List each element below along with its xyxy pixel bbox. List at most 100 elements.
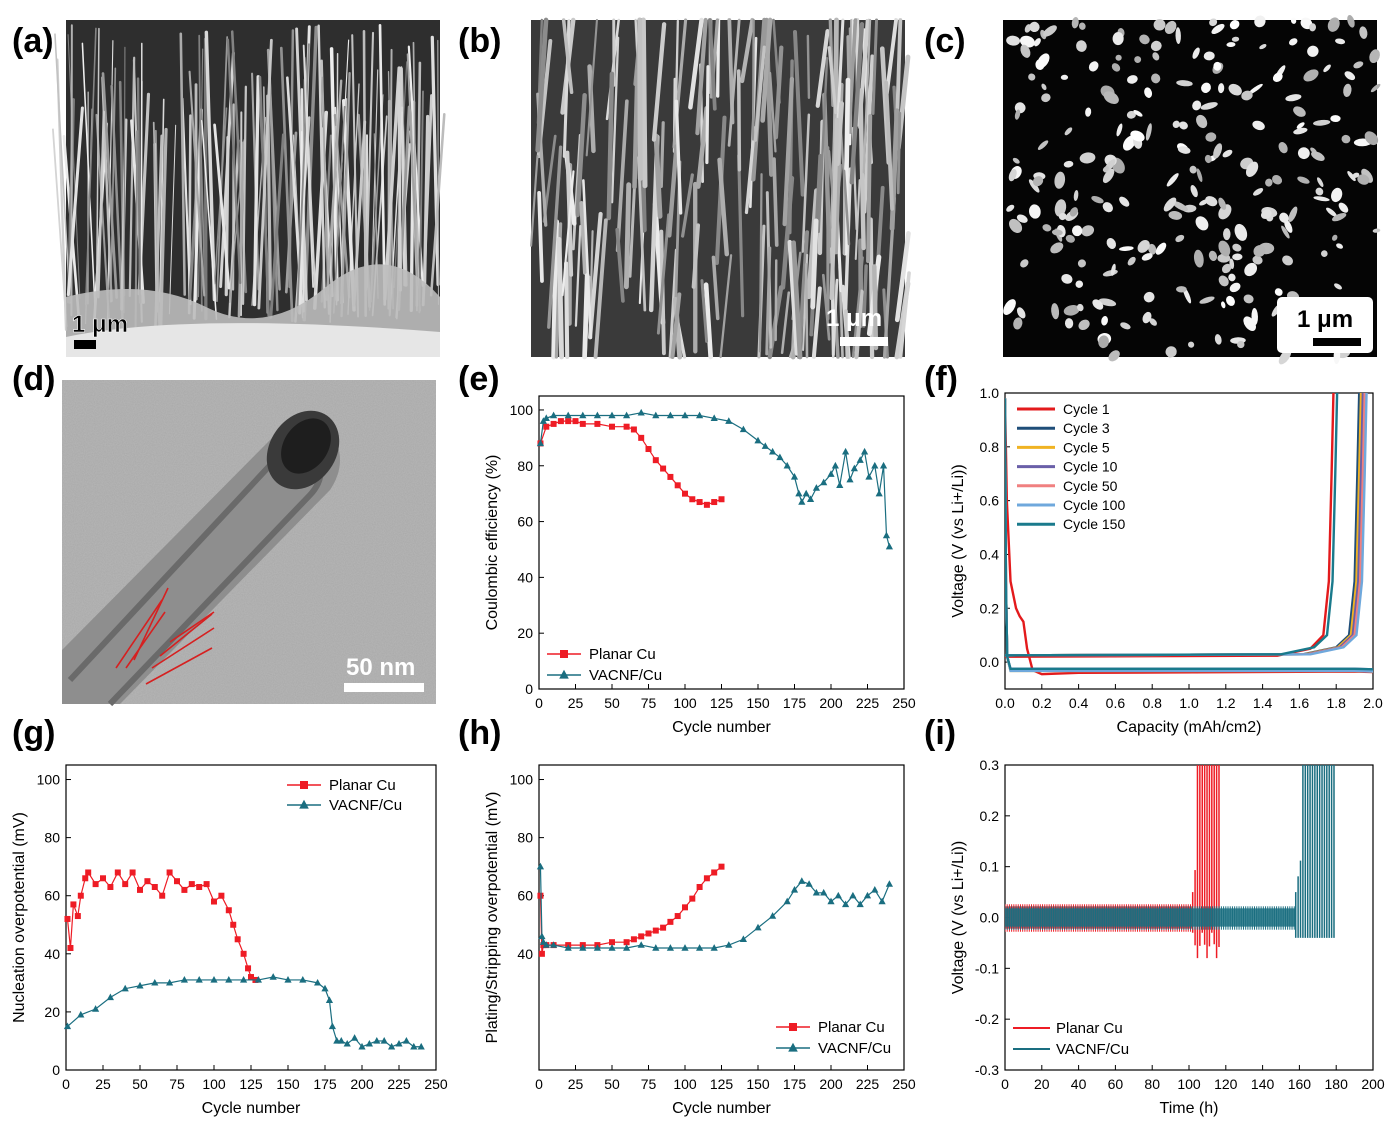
fiber-tip bbox=[1259, 44, 1267, 50]
nanofiber bbox=[257, 38, 273, 310]
fiber-tip bbox=[1014, 109, 1021, 120]
nanofiber bbox=[579, 200, 588, 276]
data-point bbox=[579, 411, 587, 419]
fiber-tip bbox=[1218, 197, 1227, 210]
nanofiber bbox=[768, 71, 777, 153]
x-tick-label: 0 bbox=[1001, 1076, 1009, 1092]
data-point bbox=[652, 944, 660, 951]
fiber-tip bbox=[1172, 120, 1180, 128]
fiber-tip bbox=[1137, 239, 1150, 253]
nanofiber bbox=[188, 70, 206, 297]
x-tick-label: 1.8 bbox=[1326, 695, 1346, 711]
data-point bbox=[674, 913, 681, 920]
nanofiber bbox=[120, 118, 128, 311]
fiber-tip bbox=[1106, 237, 1117, 249]
scale-bar bbox=[344, 683, 424, 692]
fiber-tip bbox=[1289, 38, 1298, 46]
nanofiber bbox=[810, 218, 819, 310]
fiber-tip bbox=[1284, 219, 1293, 233]
data-point bbox=[660, 924, 667, 931]
x-axis-label: Time (h) bbox=[1160, 1100, 1219, 1117]
data-point bbox=[337, 1037, 345, 1044]
data-point bbox=[681, 411, 689, 419]
data-point bbox=[623, 411, 631, 419]
nanofiber bbox=[582, 179, 593, 340]
fiber-tip bbox=[1115, 54, 1122, 61]
scale-bar-label: 50 nm bbox=[346, 654, 415, 681]
data-point bbox=[225, 976, 233, 983]
x-tick-label: 200 bbox=[350, 1076, 374, 1092]
fiber-tip bbox=[1058, 212, 1067, 221]
legend-label: VACNF/Cu bbox=[589, 667, 662, 684]
catalyst-core bbox=[281, 418, 331, 474]
nanofiber bbox=[847, 18, 858, 134]
fiber-tip bbox=[1189, 165, 1197, 174]
data-point bbox=[739, 935, 747, 942]
legend-label: Planar Cu bbox=[818, 1019, 885, 1036]
data-point bbox=[536, 439, 545, 447]
nanofiber bbox=[895, 18, 903, 120]
nanofiber bbox=[370, 69, 379, 294]
nanofiber bbox=[727, 18, 741, 147]
nanofiber bbox=[842, 77, 851, 256]
sem-image-b: 1 μm bbox=[530, 17, 911, 360]
discharge-curve bbox=[1005, 398, 1373, 671]
data-point bbox=[579, 420, 586, 427]
data-point bbox=[834, 891, 842, 899]
fiber-tip bbox=[1234, 223, 1248, 241]
fiber-tip bbox=[1293, 127, 1308, 135]
fiber-tip bbox=[1199, 199, 1209, 206]
nanofiber bbox=[252, 75, 260, 307]
fiber-tip bbox=[1029, 21, 1040, 33]
fiber-tip bbox=[1116, 123, 1123, 137]
fiber-tip bbox=[1041, 93, 1051, 103]
nanofiber bbox=[321, 76, 329, 295]
fiber-tip bbox=[1293, 106, 1306, 117]
tem-image-d: 50 nm bbox=[62, 380, 436, 707]
y-tick-label: 40 bbox=[517, 946, 533, 962]
data-point bbox=[879, 461, 888, 469]
nanofiber bbox=[780, 291, 791, 354]
data-point bbox=[827, 470, 835, 477]
nanofiber bbox=[866, 114, 873, 263]
nanofiber bbox=[651, 22, 667, 142]
nanofiber bbox=[237, 141, 245, 318]
scale-bar-label: 1 μm bbox=[826, 305, 882, 332]
nanofiber bbox=[835, 101, 845, 167]
data-point bbox=[67, 945, 74, 951]
nanofiber bbox=[708, 18, 717, 111]
fiber-tip bbox=[1253, 188, 1264, 196]
nanofiber bbox=[858, 88, 866, 251]
y-tick-label: 1.0 bbox=[980, 385, 1000, 401]
data-point bbox=[181, 886, 188, 893]
y-tick-label: 100 bbox=[37, 772, 61, 788]
panel-label-c: (c) bbox=[924, 22, 966, 60]
nanofiber bbox=[561, 170, 575, 297]
fiber-tip bbox=[1092, 299, 1104, 310]
x-tick-label: 20 bbox=[1034, 1076, 1050, 1092]
nanofiber bbox=[226, 38, 242, 285]
fiber-tip bbox=[1352, 172, 1360, 178]
fiber-tip bbox=[1252, 255, 1263, 265]
fiber-tip bbox=[1187, 341, 1195, 348]
data-point bbox=[652, 457, 659, 464]
fiber-tip bbox=[1085, 107, 1092, 117]
fiber-tip bbox=[1221, 301, 1226, 309]
y-tick-label: 0 bbox=[525, 681, 533, 697]
y-tick-label: 20 bbox=[44, 1004, 60, 1020]
sem-image-a: 1 μm bbox=[52, 20, 446, 357]
data-point bbox=[609, 939, 615, 946]
y-tick-label: 80 bbox=[517, 830, 533, 846]
data-point bbox=[871, 886, 879, 893]
legend-label: VACNF/Cu bbox=[818, 1040, 891, 1057]
data-point bbox=[284, 976, 292, 983]
data-point bbox=[180, 976, 188, 983]
data-point bbox=[710, 944, 718, 951]
nanofiber bbox=[615, 227, 625, 303]
x-tick-label: 0.0 bbox=[995, 695, 1015, 711]
data-point bbox=[682, 904, 688, 911]
nanofiber bbox=[637, 156, 647, 312]
data-point bbox=[689, 895, 696, 902]
fiber-tip bbox=[1111, 63, 1121, 72]
fiber-tip bbox=[1144, 87, 1153, 98]
